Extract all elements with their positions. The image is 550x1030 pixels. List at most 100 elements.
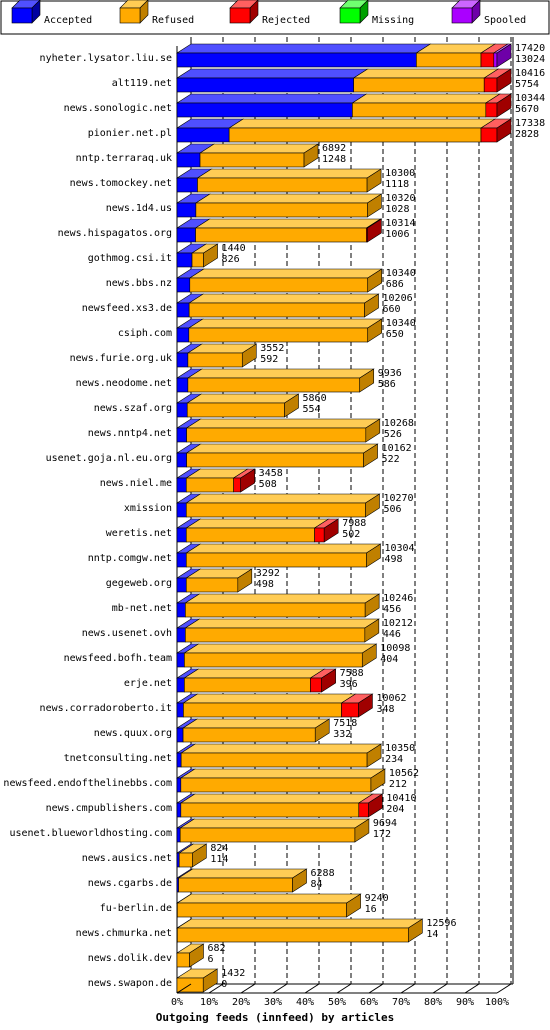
bar-segment-refused (176, 952, 190, 968)
x-tick-40 (304, 983, 320, 994)
bar-accepted-label: 404 (380, 654, 398, 665)
bar-offered-label: 10270 (383, 493, 413, 504)
bar-offered-label: 10416 (515, 68, 545, 79)
bar-accepted-label: 172 (373, 829, 391, 840)
bar-side-refused (367, 318, 383, 343)
bar-segment-accepted (176, 352, 189, 368)
bar-side-refused (192, 843, 207, 868)
bar-side-refused (314, 718, 330, 743)
legend-swatch-refused (119, 7, 141, 24)
bar-accepted-label: 526 (384, 429, 402, 440)
bar-segment-refused (188, 327, 369, 343)
category-label: mb-net.net (112, 603, 172, 614)
category-label: news.1d4.us (106, 203, 172, 214)
bar-side-rejected (358, 693, 373, 718)
bar-segment-refused (185, 627, 366, 643)
bar-accepted-label: 204 (386, 804, 404, 815)
bar-side-refused (366, 743, 382, 768)
bar-side-refused (365, 418, 381, 443)
bar-segment-rejected (341, 702, 359, 718)
bar-segment-refused (199, 152, 305, 168)
bar-segment-accepted (176, 127, 230, 143)
legend-swatch-accepted (11, 7, 33, 24)
bar-offered-label: 10410 (386, 793, 416, 804)
x-tick-label-60: 60% (360, 997, 378, 1008)
bar-segment-accepted (176, 152, 201, 168)
bar-accepted-label: 650 (386, 329, 404, 340)
bar-accepted-label: 114 (210, 854, 228, 865)
bar-segment-accepted (176, 327, 190, 343)
bar-accepted-label: 234 (385, 754, 403, 765)
bar-offered-label: 10340 (386, 268, 416, 279)
bar-segment-refused (177, 927, 409, 943)
x-tick-100 (496, 983, 512, 994)
category-label: nyheter.lysator.liu.se (40, 53, 172, 64)
x-tick-label-90: 90% (456, 997, 474, 1008)
bar-side-refused (359, 368, 375, 393)
bar-side-refused (366, 168, 382, 193)
bar-side-refused (365, 493, 380, 518)
category-label: news.chmurka.net (76, 928, 172, 939)
bar-offered-label: 1440 (222, 243, 246, 254)
category-label: nntp.terraraq.uk (76, 153, 172, 164)
bar-segment-refused (353, 77, 485, 93)
bar-segment-accepted (176, 452, 187, 468)
bar-accepted-label: 446 (383, 629, 401, 640)
bar-segment-refused (183, 702, 342, 718)
category-label: weretis.net (106, 528, 172, 539)
bar-top-refused (188, 293, 380, 304)
x-tick-label-10: 10% (200, 997, 218, 1008)
bar-segment-accepted (176, 752, 182, 768)
bar-side-spooled (496, 43, 512, 68)
category-label: usenet.blueworldhosting.com (9, 828, 172, 839)
bar-offered-label: 10562 (389, 768, 419, 779)
bar-top-refused (185, 443, 379, 454)
bar-offered-label: 7988 (342, 518, 366, 529)
legend-swatch-missing (339, 7, 361, 24)
bar-top-refused (179, 793, 374, 804)
bar-top-refused (182, 693, 357, 704)
legend-label-refused: Refused (152, 15, 194, 26)
bar-segment-refused (416, 52, 482, 68)
bar-accepted-label: 396 (340, 679, 358, 690)
bar-accepted-label: 5754 (515, 79, 539, 90)
bar-offered-label: 10162 (382, 443, 412, 454)
bar-offered-label: 5860 (303, 393, 327, 404)
bar-top-refused (179, 818, 370, 829)
bar-top-accepted (175, 93, 368, 104)
bar-top-refused (179, 768, 386, 779)
bar-top-refused (177, 868, 308, 879)
bar-side-refused (189, 943, 204, 968)
bar-offered-label: 10300 (385, 168, 415, 179)
bar-top-refused (185, 493, 381, 504)
legend-label-missing: Missing (372, 15, 414, 26)
bar-side-refused (367, 268, 383, 293)
category-label: csiph.com (118, 328, 172, 339)
bar-side-refused (364, 593, 380, 618)
x-tick-label-20: 20% (232, 997, 250, 1008)
bar-accepted-label: 348 (376, 704, 394, 715)
bar-segment-accepted (176, 627, 186, 643)
bar-accepted-label: 502 (342, 529, 360, 540)
bar-segment-refused (178, 877, 293, 893)
bar-top-accepted (175, 68, 369, 79)
bar-segment-accepted (176, 802, 182, 818)
bar-offered-label: 9694 (373, 818, 397, 829)
x-tick-label-40: 40% (296, 997, 314, 1008)
legend: Accepted Refused Rejected Missing Spooled (0, 0, 550, 35)
bar-top-refused (185, 543, 382, 554)
bar-segment-refused (228, 127, 482, 143)
bar-offered-label: 10206 (383, 293, 413, 304)
bar-segment-refused (197, 177, 368, 193)
bar-side-refused (237, 568, 253, 593)
